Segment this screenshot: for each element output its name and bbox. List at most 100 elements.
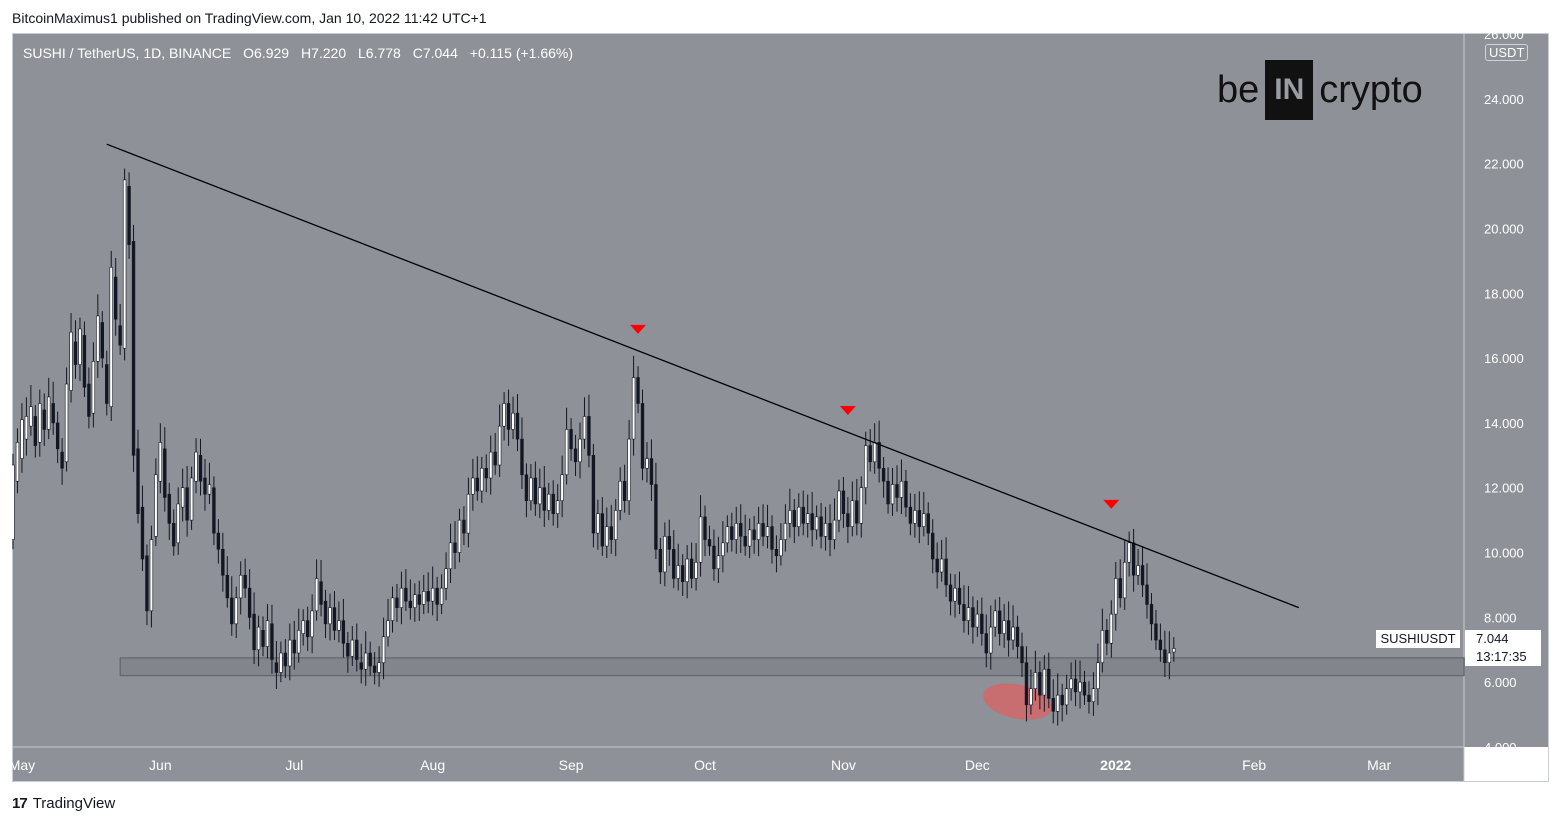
candle	[1056, 673, 1060, 726]
candle	[819, 502, 823, 549]
candle-body	[189, 477, 194, 521]
candle	[734, 506, 738, 554]
highlight-layer	[983, 683, 1052, 720]
candle-body	[497, 425, 502, 466]
candle	[453, 521, 457, 570]
candle	[698, 495, 703, 577]
candle	[1145, 563, 1149, 619]
time-axis: May Jun Jul Aug Sep Oct Nov Dec 2022 Feb Mar	[12, 757, 1392, 773]
candle	[69, 313, 73, 403]
candle	[600, 497, 605, 556]
candle	[493, 432, 497, 475]
candle-body	[64, 383, 69, 463]
candle-body	[1136, 565, 1140, 576]
candle	[1029, 669, 1033, 715]
candle	[154, 458, 158, 547]
candle-body	[1145, 584, 1149, 605]
time-axis-background	[13, 747, 1464, 781]
candle-body	[180, 487, 185, 508]
candle	[1118, 559, 1122, 608]
candle-body	[471, 477, 475, 495]
candle	[957, 571, 962, 615]
candle-body	[372, 665, 377, 673]
candle	[145, 544, 149, 626]
candle-body	[765, 526, 770, 537]
resistance-marker	[839, 405, 856, 415]
candle	[676, 543, 680, 591]
candle	[739, 504, 743, 553]
candle	[1015, 615, 1020, 659]
candle	[788, 488, 792, 538]
candle-body	[908, 506, 913, 524]
candle	[198, 438, 203, 496]
candle-body	[239, 574, 243, 599]
candle	[1011, 605, 1015, 650]
candle	[837, 479, 841, 533]
candle	[1069, 662, 1073, 701]
candle	[1042, 655, 1047, 712]
candle	[895, 465, 899, 512]
candle	[975, 600, 980, 637]
candle-body	[105, 364, 109, 404]
candle-body	[957, 587, 962, 605]
candle-body	[444, 568, 448, 589]
candle	[1167, 631, 1172, 680]
candle-body	[1127, 542, 1131, 563]
currency-tag[interactable]: USDT	[1485, 44, 1529, 61]
candle	[761, 504, 765, 547]
candle-body	[1163, 649, 1167, 664]
candle-body	[966, 607, 971, 621]
candle-body	[1042, 668, 1047, 696]
candle	[605, 507, 609, 559]
low-value: L6.778	[358, 45, 401, 61]
candle-body	[618, 480, 622, 511]
tradingview-footer[interactable]: 17 TradingView	[12, 795, 115, 812]
resistance-marker	[630, 324, 647, 334]
candle-body	[332, 607, 337, 631]
candle	[24, 397, 29, 456]
beincrypto-logo: be IN crypto	[1217, 60, 1423, 120]
candle-body	[547, 493, 551, 511]
price-chart[interactable]: 4.000 6.000 8.000 10.000 12.000 14.000 16.000 1…	[12, 33, 1549, 782]
candle-body	[931, 532, 935, 560]
candle	[542, 466, 546, 527]
time-tick-label: Oct	[694, 757, 716, 773]
time-tick-label: Dec	[965, 757, 990, 773]
candle-body	[368, 652, 372, 667]
candle-body	[743, 536, 747, 547]
candle	[230, 576, 234, 636]
candle	[368, 641, 372, 676]
candle	[689, 542, 694, 589]
candle-body	[564, 429, 569, 476]
candle-body	[413, 594, 417, 608]
candle	[618, 467, 622, 521]
candle-body	[221, 549, 225, 576]
candle	[578, 422, 582, 479]
candle-body	[1149, 604, 1154, 625]
candle-body	[538, 487, 542, 505]
candle-body	[984, 633, 988, 654]
candle-body	[654, 484, 658, 550]
candle-body	[529, 477, 533, 501]
candle-body	[283, 652, 288, 667]
candle-body	[993, 610, 997, 628]
candle-body	[448, 542, 453, 570]
price-tick-label: 12.000	[1484, 481, 1524, 496]
candle-body	[91, 361, 96, 414]
candle	[515, 394, 520, 452]
candle	[497, 404, 502, 478]
candle-body	[886, 480, 890, 505]
candle	[770, 515, 774, 564]
candle-body	[1006, 620, 1011, 641]
candle	[810, 491, 814, 547]
candle	[305, 606, 310, 652]
candle-body	[457, 519, 462, 553]
candle	[64, 367, 69, 472]
candle	[1038, 661, 1042, 710]
candle	[439, 574, 444, 615]
candle-body	[953, 587, 957, 602]
candle	[1020, 632, 1024, 677]
candle-body	[569, 429, 573, 450]
candle	[1114, 561, 1118, 631]
candle	[471, 458, 475, 511]
